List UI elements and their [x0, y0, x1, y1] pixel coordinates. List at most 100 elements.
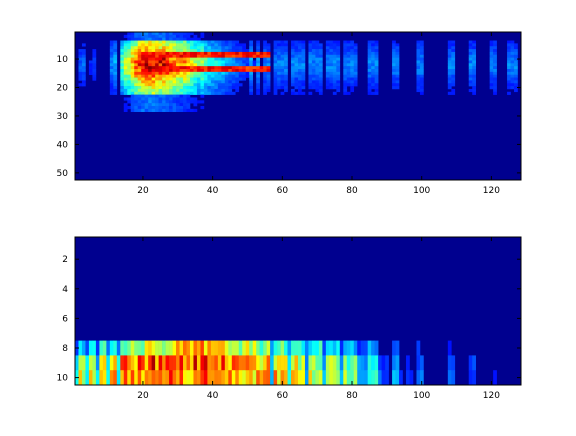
top-heatmap-cell	[186, 69, 191, 73]
top-heatmap-cell	[113, 46, 118, 50]
top-heatmap-cell	[514, 77, 518, 81]
top-heatmap-cell	[137, 46, 142, 50]
bottom-heatmap-cell	[318, 355, 323, 371]
bottom-heatmap-cell	[332, 370, 337, 385]
top-heatmap-cell	[256, 57, 260, 61]
top-heatmap-cell	[315, 74, 320, 78]
top-heatmap-cell	[151, 57, 156, 61]
top-heatmap-cell	[315, 88, 320, 93]
top-heatmap-cell	[367, 51, 372, 56]
top-heatmap-cell	[81, 77, 86, 81]
top-heatmap-cell	[127, 49, 132, 53]
bottom-heatmap-cell	[162, 355, 166, 371]
top-heatmap-cell	[329, 86, 334, 90]
top-heatmap-cell	[176, 40, 180, 44]
top-heatmap-cell	[200, 69, 205, 73]
top-heatmap-cell	[235, 74, 240, 78]
bottom-heatmap-cell	[280, 355, 285, 371]
top-heatmap-cell	[189, 100, 194, 104]
top-heatmap-cell	[266, 43, 271, 47]
top-heatmap-cell	[179, 63, 184, 67]
top-heatmap-cell	[329, 74, 334, 78]
top-heatmap-cell	[176, 51, 180, 56]
top-heatmap-cell	[113, 40, 118, 44]
top-heatmap-cell	[176, 74, 180, 78]
top-heatmap-cell	[472, 83, 477, 87]
top-heatmap-cell	[189, 37, 194, 41]
top-heatmap-cell	[346, 66, 351, 70]
top-heatmap-cell	[217, 91, 222, 95]
top-heatmap-cell	[214, 63, 219, 67]
bottom-heatmap-cell	[134, 340, 139, 356]
top-heatmap-cell	[238, 60, 243, 64]
top-heatmap-cell	[249, 40, 254, 44]
top-heatmap-cell	[193, 100, 198, 104]
top-heatmap-cell	[81, 74, 86, 78]
top-heatmap-cell	[308, 43, 313, 47]
top-heatmap-cell	[249, 60, 254, 64]
top-heatmap-cell	[329, 63, 334, 67]
top-heatmap-cell	[169, 91, 173, 95]
top-heatmap-cell	[144, 71, 149, 75]
top-heatmap-cell	[186, 106, 191, 110]
top-heatmap-cell	[374, 54, 379, 58]
top-heatmap-cell	[183, 100, 187, 104]
bottom-heatmap-cell	[116, 340, 121, 356]
top-heatmap-cell	[419, 86, 424, 90]
top-ytick-label: 50	[57, 169, 69, 179]
bottom-heatmap-cell	[367, 370, 372, 385]
bottom-heatmap-cell	[266, 340, 271, 356]
top-heatmap-cell	[325, 77, 330, 81]
bottom-heatmap-cell	[228, 340, 233, 356]
top-heatmap-cell	[134, 91, 139, 95]
top-heatmap-cell	[183, 108, 187, 112]
top-heatmap-cell	[249, 66, 254, 70]
top-heatmap-cell	[277, 54, 281, 58]
top-heatmap-cell	[343, 63, 348, 67]
top-heatmap-cell	[374, 63, 379, 67]
bottom-heatmap-cell	[322, 355, 327, 371]
top-heatmap-cell	[493, 49, 497, 53]
top-heatmap-cell	[78, 83, 83, 87]
top-heatmap-cell	[172, 106, 177, 110]
top-heatmap-cell	[148, 34, 152, 38]
top-heatmap-cell	[189, 91, 194, 95]
top-heatmap-cell	[113, 74, 118, 78]
top-heatmap-cell	[395, 57, 400, 61]
top-heatmap-cell	[346, 77, 351, 81]
top-heatmap-cell	[81, 66, 86, 70]
top-heatmap-cell	[280, 40, 285, 44]
top-heatmap-cell	[371, 63, 375, 67]
top-heatmap-cell	[416, 43, 421, 47]
top-heatmap-cell	[158, 57, 163, 61]
bottom-heatmap-cell	[210, 370, 215, 385]
top-heatmap-cell	[245, 60, 250, 64]
top-heatmap-cell	[273, 80, 278, 84]
top-heatmap-cell	[130, 46, 135, 50]
top-heatmap-cell	[343, 71, 348, 75]
top-heatmap-cell	[350, 74, 355, 78]
bottom-heatmap-cell	[294, 370, 299, 385]
bottom-heatmap-cell	[256, 340, 260, 356]
top-heatmap-cell	[113, 66, 118, 70]
top-heatmap-cell	[155, 63, 159, 67]
bottom-heatmap-cell	[364, 370, 368, 385]
top-heatmap-cell	[134, 71, 139, 75]
top-heatmap-cell	[318, 74, 323, 78]
top-heatmap-cell	[395, 66, 400, 70]
top-heatmap-cell	[158, 34, 163, 38]
top-heatmap-cell	[419, 77, 424, 81]
top-heatmap-cell	[336, 43, 341, 47]
top-heatmap-cell	[214, 60, 219, 64]
bottom-heatmap-cell	[144, 370, 149, 385]
top-heatmap-cell	[155, 83, 159, 87]
top-heatmap-cell	[291, 60, 295, 64]
top-heatmap-cell	[263, 74, 267, 78]
bottom-heatmap-cell	[451, 370, 456, 385]
bottom-heatmap-cell	[284, 370, 288, 385]
bottom-heatmap-cell	[353, 340, 358, 356]
top-heatmap-cell	[141, 80, 145, 84]
top-heatmap-cell	[245, 63, 250, 67]
top-heatmap-cell	[151, 86, 156, 90]
top-heatmap-cell	[148, 60, 152, 64]
